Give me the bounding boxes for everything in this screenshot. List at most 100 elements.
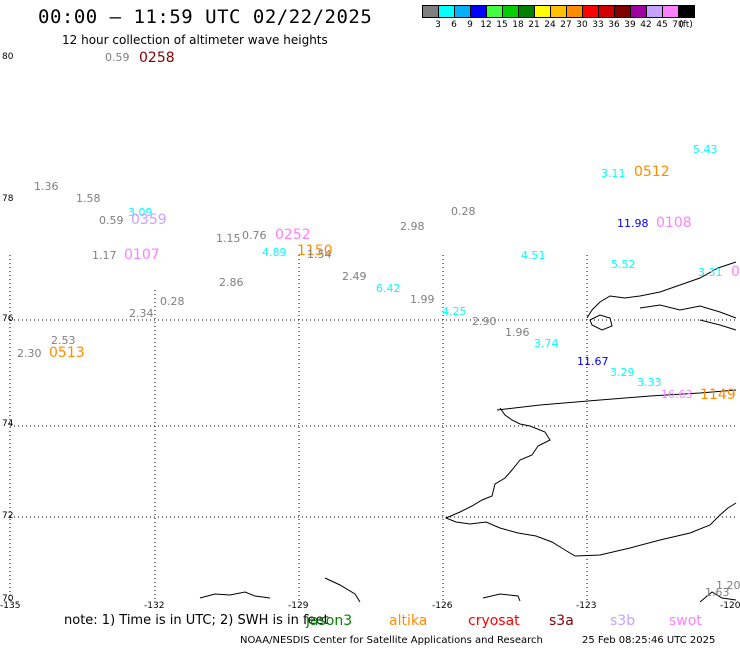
wave-label: 2.30: [17, 347, 42, 360]
legend-swatch: [646, 5, 663, 18]
legend-swatch: [534, 5, 551, 18]
legend-tick: 9: [467, 20, 473, 30]
legend-tick: 3: [435, 20, 441, 30]
legend-swatch: [630, 5, 647, 18]
satellite-altika: altika: [389, 613, 428, 629]
wave-label: 3.33: [637, 376, 662, 389]
lon-label: -129: [288, 601, 309, 611]
wave-label: 3.11: [601, 167, 626, 180]
legend-swatch: [678, 5, 695, 18]
legend-swatch: [598, 5, 615, 18]
wave-label: 2.90: [472, 315, 497, 328]
legend-tick: 42: [640, 20, 652, 30]
legend-swatch: [486, 5, 503, 18]
wave-label: 1.99: [410, 293, 435, 306]
coastline: [199, 261, 737, 603]
lat-label: 78: [2, 194, 14, 204]
satellite-s3b: s3b: [610, 613, 636, 629]
legend-tick: 15: [496, 20, 508, 30]
legend-tick: 36: [608, 20, 620, 30]
time-label: 0: [731, 264, 740, 280]
lat-label: 74: [2, 419, 14, 429]
legend-swatch: [502, 5, 519, 18]
wave-label: 2.34: [129, 307, 154, 320]
wave-label: 1.63: [705, 586, 730, 599]
wave-label: 1.96: [505, 326, 530, 339]
lon-label: -132: [144, 601, 165, 611]
satellite-s3a: s3a: [549, 613, 574, 629]
time-label: 0108: [656, 215, 692, 231]
wave-label: 4.51: [521, 249, 546, 262]
map-subtitle: 12 hour collection of altimeter wave hei…: [62, 33, 328, 47]
wave-label: 1.15: [216, 232, 241, 245]
wave-label: 0.59: [105, 51, 130, 64]
lon-label: -126: [432, 601, 453, 611]
footer-note: note: 1) Time is in UTC; 2) SWH is in fe…: [64, 613, 329, 628]
wave-label: 1.17: [92, 249, 117, 262]
legend-swatch: [582, 5, 599, 18]
legend-tick: 39: [624, 20, 636, 30]
map-title: 00:00 – 11:59 UTC 02/22/2025: [38, 6, 373, 28]
time-label: 1149: [700, 387, 736, 403]
legend-tick: 18: [512, 20, 524, 30]
wave-label: 1.58: [76, 192, 101, 205]
wave-label: 0.76: [242, 229, 267, 242]
wave-label: 0.28: [451, 205, 476, 218]
time-label: 0512: [634, 164, 670, 180]
wave-label: 3.29: [610, 366, 635, 379]
time-label: 0258: [139, 50, 175, 66]
wave-label: 2.53: [51, 334, 76, 347]
source-credit: NOAA/NESDIS Center for Satellite Applica…: [240, 635, 543, 646]
legend-swatch: [454, 5, 471, 18]
lat-label: 80: [2, 52, 14, 62]
lon-label: -120: [720, 601, 740, 611]
wave-height-legend: 3 6 9 12 15 18 21 24 27 30 33 36 39 42 45 70 (ft): [422, 5, 695, 30]
legend-tick: 6: [451, 20, 457, 30]
wave-label: 4.89: [262, 246, 287, 259]
wave-label: 1.36: [34, 180, 59, 193]
wave-label: 0.59: [99, 214, 124, 227]
wave-label: 11.98: [617, 217, 649, 230]
graticule: [9, 255, 736, 602]
legend-swatch: [438, 5, 455, 18]
legend-swatch: [566, 5, 583, 18]
lat-label: 76: [2, 314, 14, 324]
wave-label: 3.09: [128, 206, 153, 219]
legend-swatch: [550, 5, 567, 18]
satellite-jason3: jason3: [306, 613, 353, 629]
legend-tick: 30: [576, 20, 588, 30]
legend-swatch: [662, 5, 679, 18]
wave-label: 6.42: [376, 282, 401, 295]
wave-label: 0.28: [160, 295, 185, 308]
wave-label: 5.52: [611, 258, 636, 271]
legend-swatch: [614, 5, 631, 18]
time-label: 0107: [124, 247, 160, 263]
wave-label: 2.98: [400, 220, 425, 233]
wave-label: 1.54: [307, 248, 332, 261]
wave-label: 4.25: [442, 305, 467, 318]
wave-label: 11.67: [577, 355, 609, 368]
time-label: 0359: [131, 212, 167, 228]
wave-label: 5.43: [693, 143, 718, 156]
legend-swatch: [422, 5, 439, 18]
legend-tick: 45: [656, 20, 668, 30]
legend-tick: 24: [544, 20, 556, 30]
legend-swatch: [470, 5, 487, 18]
wave-label: 2.49: [342, 270, 367, 283]
legend-tick: 33: [592, 20, 604, 30]
time-label: 0252: [275, 227, 311, 243]
wave-label: 3.74: [534, 337, 559, 350]
legend-tick: 21: [528, 20, 540, 30]
satellite-cryosat: cryosat: [468, 613, 520, 629]
satellite-swot: swot: [669, 613, 702, 629]
legend-color-bar: [422, 5, 695, 18]
lon-label: -135: [0, 601, 21, 611]
wave-label: 16.63: [661, 388, 693, 401]
lon-label: -123: [576, 601, 597, 611]
legend-tick: 12: [480, 20, 492, 30]
legend-ticks: 3 6 9 12 15 18 21 24 27 30 33 36 39 42 45 70 (ft): [422, 18, 694, 30]
legend-swatch: [518, 5, 535, 18]
lat-label: 70: [2, 594, 14, 604]
legend-tick: 27: [560, 20, 572, 30]
lat-label: 72: [2, 511, 14, 521]
